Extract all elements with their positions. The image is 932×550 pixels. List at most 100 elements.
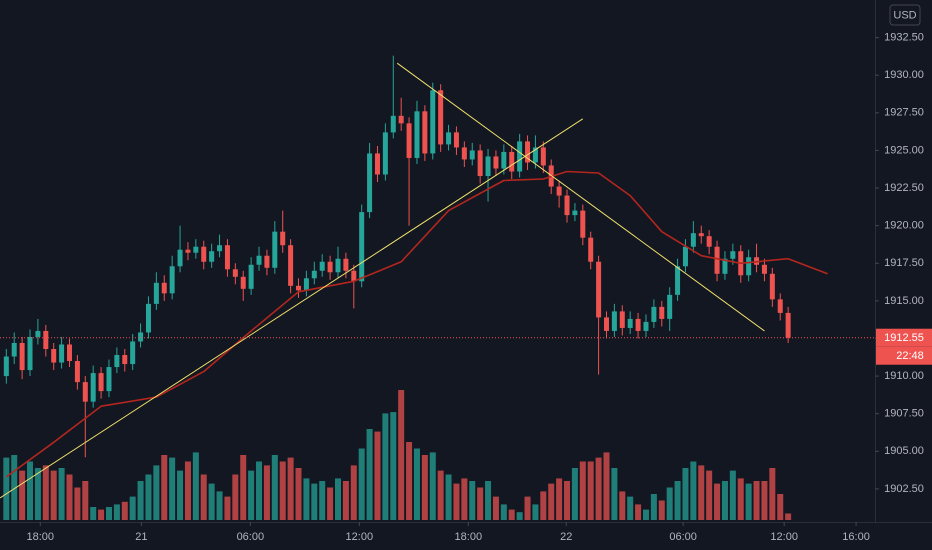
x-tick-label: 18:00 (455, 531, 483, 543)
volume-bar (477, 487, 484, 520)
candle-body (485, 156, 491, 177)
y-tick-label: 1910.00 (884, 370, 924, 382)
volume-bar (714, 483, 721, 520)
candle-body (185, 249, 191, 253)
volume-bar (374, 431, 381, 520)
volume-bar (279, 461, 286, 520)
candle-body (209, 251, 215, 262)
candle-body (66, 344, 72, 362)
candle-body (201, 246, 207, 262)
candle-body (122, 355, 128, 365)
volume-bar (98, 509, 105, 520)
volume-bar (571, 468, 578, 520)
candle-body (446, 132, 452, 145)
y-tick-label: 1905.00 (884, 445, 924, 457)
volume-bar (216, 491, 223, 520)
candle-body (327, 261, 333, 273)
candle-body (232, 269, 238, 277)
volume-bar (690, 461, 697, 520)
volume-bar (58, 468, 65, 520)
candle-body (540, 147, 546, 166)
volume-bar (334, 478, 341, 520)
candle-body (138, 332, 144, 342)
candle-body (517, 141, 523, 172)
candle-body (130, 341, 136, 365)
candle-body (256, 255, 262, 265)
candle-body (430, 90, 436, 154)
candle-body (627, 318, 633, 328)
candle-body (11, 342, 17, 357)
volume-bar (587, 461, 594, 520)
candle-body (580, 210, 586, 238)
volume-bar (11, 455, 18, 520)
volume-bar (485, 481, 492, 520)
volume-bar (556, 478, 563, 520)
candle-body (730, 251, 736, 259)
candle-body (153, 282, 159, 304)
candle-body (453, 132, 459, 148)
x-tick-label: 06:00 (237, 531, 265, 543)
volume-bar (492, 496, 499, 520)
candle-body (422, 111, 428, 154)
candle-body (351, 270, 357, 282)
candle-body (564, 195, 570, 216)
volume-bar (311, 483, 318, 520)
y-tick-label: 1920.00 (884, 220, 924, 232)
candle-body (114, 355, 120, 368)
volume-bar (121, 501, 128, 520)
candle-body (106, 367, 112, 392)
volume-bar (169, 457, 176, 520)
volume-bar (635, 504, 642, 520)
candle-body (603, 317, 609, 331)
candle-body (3, 356, 9, 377)
candle-body (690, 233, 696, 247)
volume-bar (785, 513, 792, 520)
volume-bar (342, 481, 349, 520)
candle-body (469, 150, 475, 160)
candle-body (35, 330, 41, 337)
volume-bar (303, 478, 310, 520)
candle-body (769, 273, 775, 300)
volume-bar (524, 496, 531, 520)
candle-body (682, 246, 688, 267)
volume-bar (27, 461, 34, 520)
last-price-label: 1912.55 (884, 332, 924, 344)
candle-body (27, 336, 33, 371)
y-tick-label: 1917.50 (884, 257, 924, 269)
y-tick-label: 1907.50 (884, 408, 924, 420)
volume-bar (603, 452, 610, 520)
volume-bar (358, 448, 365, 520)
x-tick-label: 18:00 (27, 531, 55, 543)
candle-body (777, 299, 783, 313)
candle-body (611, 311, 617, 331)
x-tick-label: 06:00 (669, 531, 697, 543)
volume-bar (564, 481, 571, 520)
volume-bar (74, 487, 81, 520)
candle-body (643, 321, 649, 331)
volume-bar (90, 507, 97, 520)
volume-bar (42, 465, 49, 520)
candle-body (264, 255, 270, 268)
volume-bar (200, 474, 207, 520)
candle-body (414, 111, 420, 158)
volume-bar (319, 481, 326, 520)
candle-body (240, 276, 246, 289)
candle-body (525, 141, 531, 163)
volume-bar (737, 478, 744, 520)
candle-body (746, 257, 752, 276)
candle-body (74, 361, 80, 383)
candle-body (82, 382, 88, 402)
candle-body (588, 237, 594, 262)
volume-bar (161, 455, 168, 520)
volume-bar (224, 496, 231, 520)
volume-bar (263, 465, 270, 520)
candle-body (659, 306, 665, 319)
volume-bar (761, 481, 768, 520)
x-tick-label: 22 (560, 531, 572, 543)
volume-bar (248, 470, 255, 520)
candle-body (398, 115, 404, 124)
currency-box[interactable] (889, 4, 921, 26)
volume-bar (145, 474, 152, 520)
countdown-box (876, 346, 932, 365)
